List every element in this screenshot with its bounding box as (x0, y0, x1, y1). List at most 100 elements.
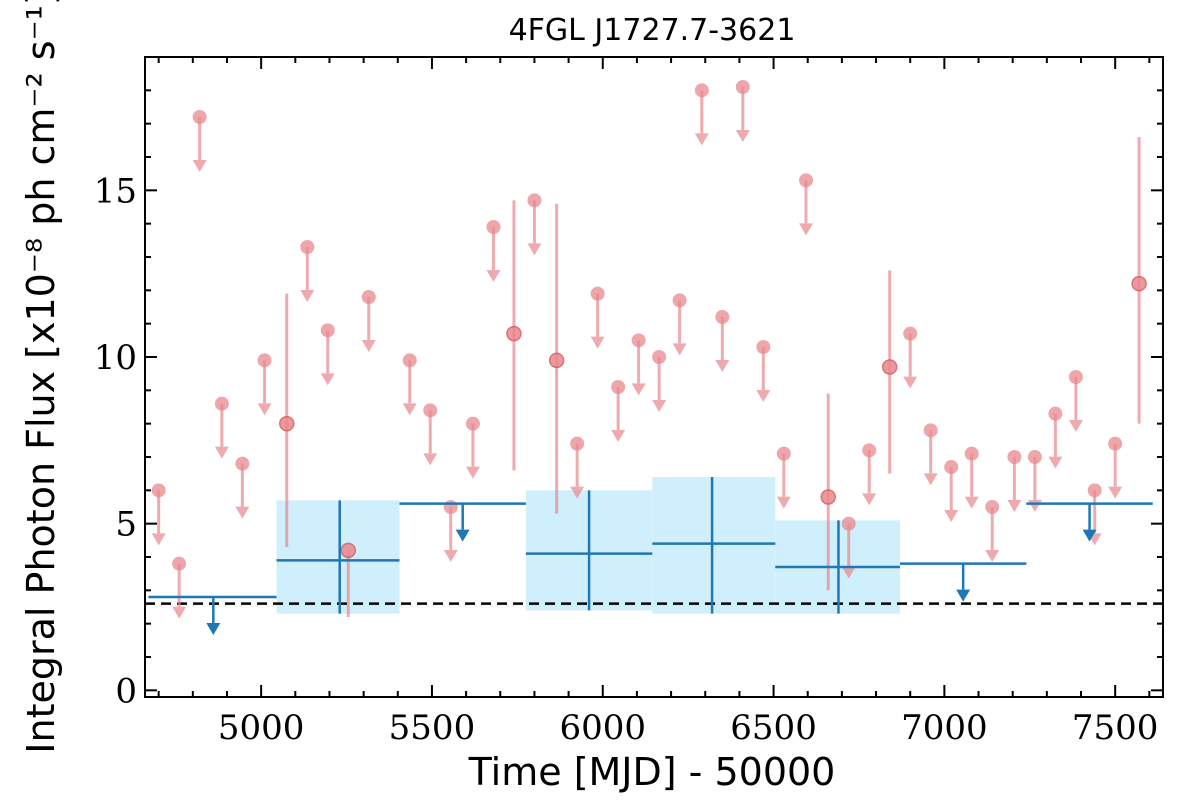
fine-ul-arrow (964, 453, 979, 509)
fine-upper-limit (570, 436, 585, 499)
fine-ul-marker (944, 460, 959, 474)
x-tick-label: 6000 (559, 708, 646, 748)
fine-detection (506, 200, 522, 471)
fine-upper-limit (300, 240, 315, 302)
fine-det-marker (820, 489, 836, 505)
fine-ul-arrow-head (423, 453, 438, 466)
fine-ul-marker (527, 193, 542, 208)
fine-ul-arrow (923, 430, 938, 486)
fine-upper-limit (486, 220, 501, 282)
x-tick-label: 6500 (730, 708, 817, 748)
fine-ul-marker (862, 443, 877, 458)
fine-ul-marker (1068, 370, 1083, 384)
fine-upper-limit (527, 193, 542, 256)
fine-ul-arrow (590, 293, 605, 349)
fine-upper-limit (715, 310, 730, 372)
fine-upper-limit (257, 353, 272, 416)
fine-ul-marker (590, 286, 605, 301)
fine-ul-arrow-head (1048, 456, 1063, 469)
fine-upper-limit (465, 416, 480, 479)
fine-upper-limit (1048, 406, 1063, 469)
fine-ul-marker (735, 80, 750, 94)
fine-ul-marker (300, 240, 315, 254)
fine-ul-arrow-head (1108, 486, 1123, 499)
fine-upper-limit (361, 290, 376, 352)
fine-ul-marker (841, 516, 856, 531)
fine-upper-limit (1068, 370, 1083, 432)
fine-upper-limit (652, 350, 667, 412)
fine-upper-limit (756, 340, 771, 402)
fine-ul-arrow (465, 423, 480, 479)
fine-upper-limit (235, 456, 250, 519)
fine-ul-arrow-head (172, 606, 187, 619)
fine-upper-limit (841, 516, 856, 579)
fine-ul-marker (423, 403, 438, 418)
fine-upper-limit (443, 500, 458, 562)
fine-upper-limit (903, 326, 918, 389)
fine-ul-marker (985, 500, 1000, 514)
coarse-ul-arrow (956, 563, 971, 602)
fine-ul-marker (172, 556, 187, 571)
fine-ul-marker (923, 423, 938, 438)
fine-ul-arrow (320, 330, 335, 386)
fine-upper-limit (799, 173, 814, 236)
fine-ul-marker (611, 380, 626, 394)
fine-upper-limit (151, 483, 166, 546)
fine-upper-limit (735, 80, 750, 142)
fine-ul-arrow-head (257, 403, 272, 416)
fine-ul-arrow (672, 300, 687, 356)
fine-ul-arrow (611, 387, 626, 442)
coarse-upper-limit (399, 502, 526, 542)
x-tick-label: 7500 (1072, 708, 1159, 748)
fine-ul-arrow-head (1007, 500, 1022, 512)
fine-ul-marker (1048, 406, 1063, 421)
fine-ul-marker (235, 456, 250, 471)
fine-ul-arrow (776, 453, 791, 509)
fine-ul-arrow-head (235, 506, 250, 519)
fine-ul-arrow-head (300, 290, 315, 302)
fine-upper-limit (923, 423, 938, 486)
fine-ul-arrow (527, 200, 542, 256)
fine-ul-arrow-head (192, 160, 207, 172)
fine-detection (881, 270, 898, 474)
fine-det-marker (881, 359, 898, 375)
fine-ul-marker (1027, 450, 1042, 464)
fine-ul-arrow-head (694, 133, 709, 146)
coarse-uncertainty-band (652, 477, 776, 614)
coarse-ul-arrow (206, 597, 221, 635)
fine-ul-marker (402, 353, 417, 368)
y-tick-label: 15 (94, 171, 137, 211)
fine-upper-limit (192, 110, 207, 172)
fine-ul-marker (964, 446, 979, 461)
coarse-ul-arrow (1082, 503, 1097, 542)
tick-layer: 5000 5500 6000 6500 7000 7500 0 5 10 15 (94, 56, 1163, 748)
fine-ul-marker (1007, 450, 1022, 464)
x-tick-label: 7000 (901, 708, 988, 748)
fine-upper-limit (944, 460, 959, 522)
coarse-detection (652, 477, 776, 614)
fine-ul-arrow (1007, 457, 1022, 512)
fine-detection (548, 203, 565, 514)
coarse-ul-arrow-head (1082, 529, 1097, 542)
fine-upper-limit (964, 446, 979, 509)
fine-ul-marker (1108, 436, 1123, 451)
fine-upper-limit (631, 333, 646, 396)
chart-title: 4FGL J1727.7-3621 (509, 13, 796, 48)
x-axis-label: Time [MJD] - 50000 (468, 750, 836, 794)
fine-upper-limit (172, 556, 187, 619)
fine-ul-marker (465, 416, 480, 431)
fine-ul-arrow-head (903, 376, 918, 389)
fine-ul-arrow-head (735, 130, 750, 142)
fine-ul-arrow-head (320, 373, 335, 386)
fine-ul-arrow (756, 347, 771, 402)
fine-ul-arrow-head (151, 533, 166, 546)
fine-ul-marker (631, 333, 646, 348)
fine-upper-limit (672, 293, 687, 356)
fine-ul-marker (570, 436, 585, 451)
fine-ul-marker (320, 323, 335, 338)
coarse-ul-arrow-head (455, 529, 470, 542)
fine-ul-arrow (1048, 413, 1063, 469)
fine-ul-arrow (841, 523, 856, 579)
fine-ul-marker (715, 310, 730, 324)
fine-ul-marker (652, 350, 667, 364)
